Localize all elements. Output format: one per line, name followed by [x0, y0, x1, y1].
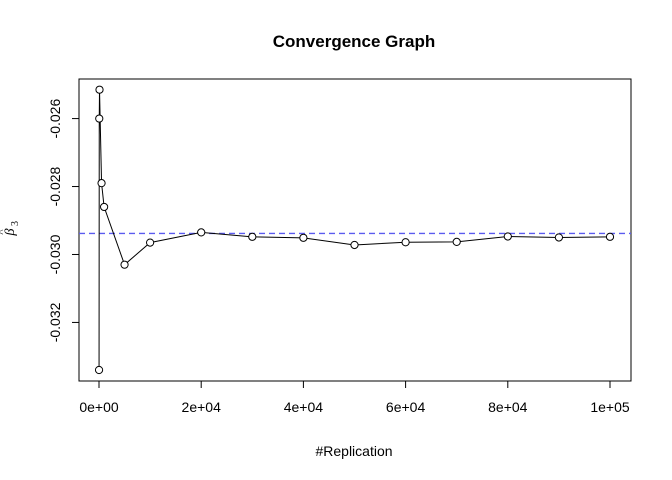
data-point [95, 85, 104, 94]
data-point [401, 238, 410, 247]
y-axis-label-subscript: 3 [10, 221, 21, 226]
data-point [503, 232, 512, 241]
x-tick-label: 0e+00 [79, 399, 119, 415]
x-tick-label: 2e+04 [182, 399, 222, 415]
data-point [452, 237, 461, 247]
data-point [95, 114, 104, 123]
x-tick-label: 4e+04 [284, 399, 324, 415]
y-tick-label: -0.028 [47, 166, 63, 206]
data-point [605, 232, 615, 241]
data-point [554, 233, 564, 242]
data-point [120, 260, 129, 269]
plot-frame [78, 78, 632, 382]
series-line [98, 89, 611, 371]
data-point [350, 240, 359, 250]
y-tick-label: -0.032 [47, 302, 63, 342]
x-axis: 0e+00 2e+04 4e+04 6e+04 8e+04 1e+05 [79, 380, 630, 415]
y-tick-label: -0.030 [47, 234, 63, 274]
data-point [94, 365, 104, 375]
chart-title: Convergence Graph [273, 32, 436, 51]
data-point [197, 228, 206, 237]
series-layer [94, 85, 615, 375]
y-tick-label: -0.026 [47, 99, 63, 139]
data-point [248, 232, 257, 241]
y-axis-label-symbol: β [3, 228, 18, 236]
x-tick-label: 1e+05 [590, 399, 630, 415]
x-tick-label: 6e+04 [386, 399, 426, 415]
y-axis: -0.026 -0.028 -0.030 -0.032 [47, 99, 80, 342]
y-axis-label-hat: ^ [0, 229, 8, 235]
data-point [299, 233, 308, 242]
x-tick-label: 8e+04 [488, 399, 528, 415]
data-point [100, 202, 109, 212]
data-point [146, 238, 155, 247]
data-point [97, 179, 106, 188]
y-axis-label: β ^ 3 [0, 221, 21, 236]
x-axis-label: #Replication [315, 443, 392, 459]
